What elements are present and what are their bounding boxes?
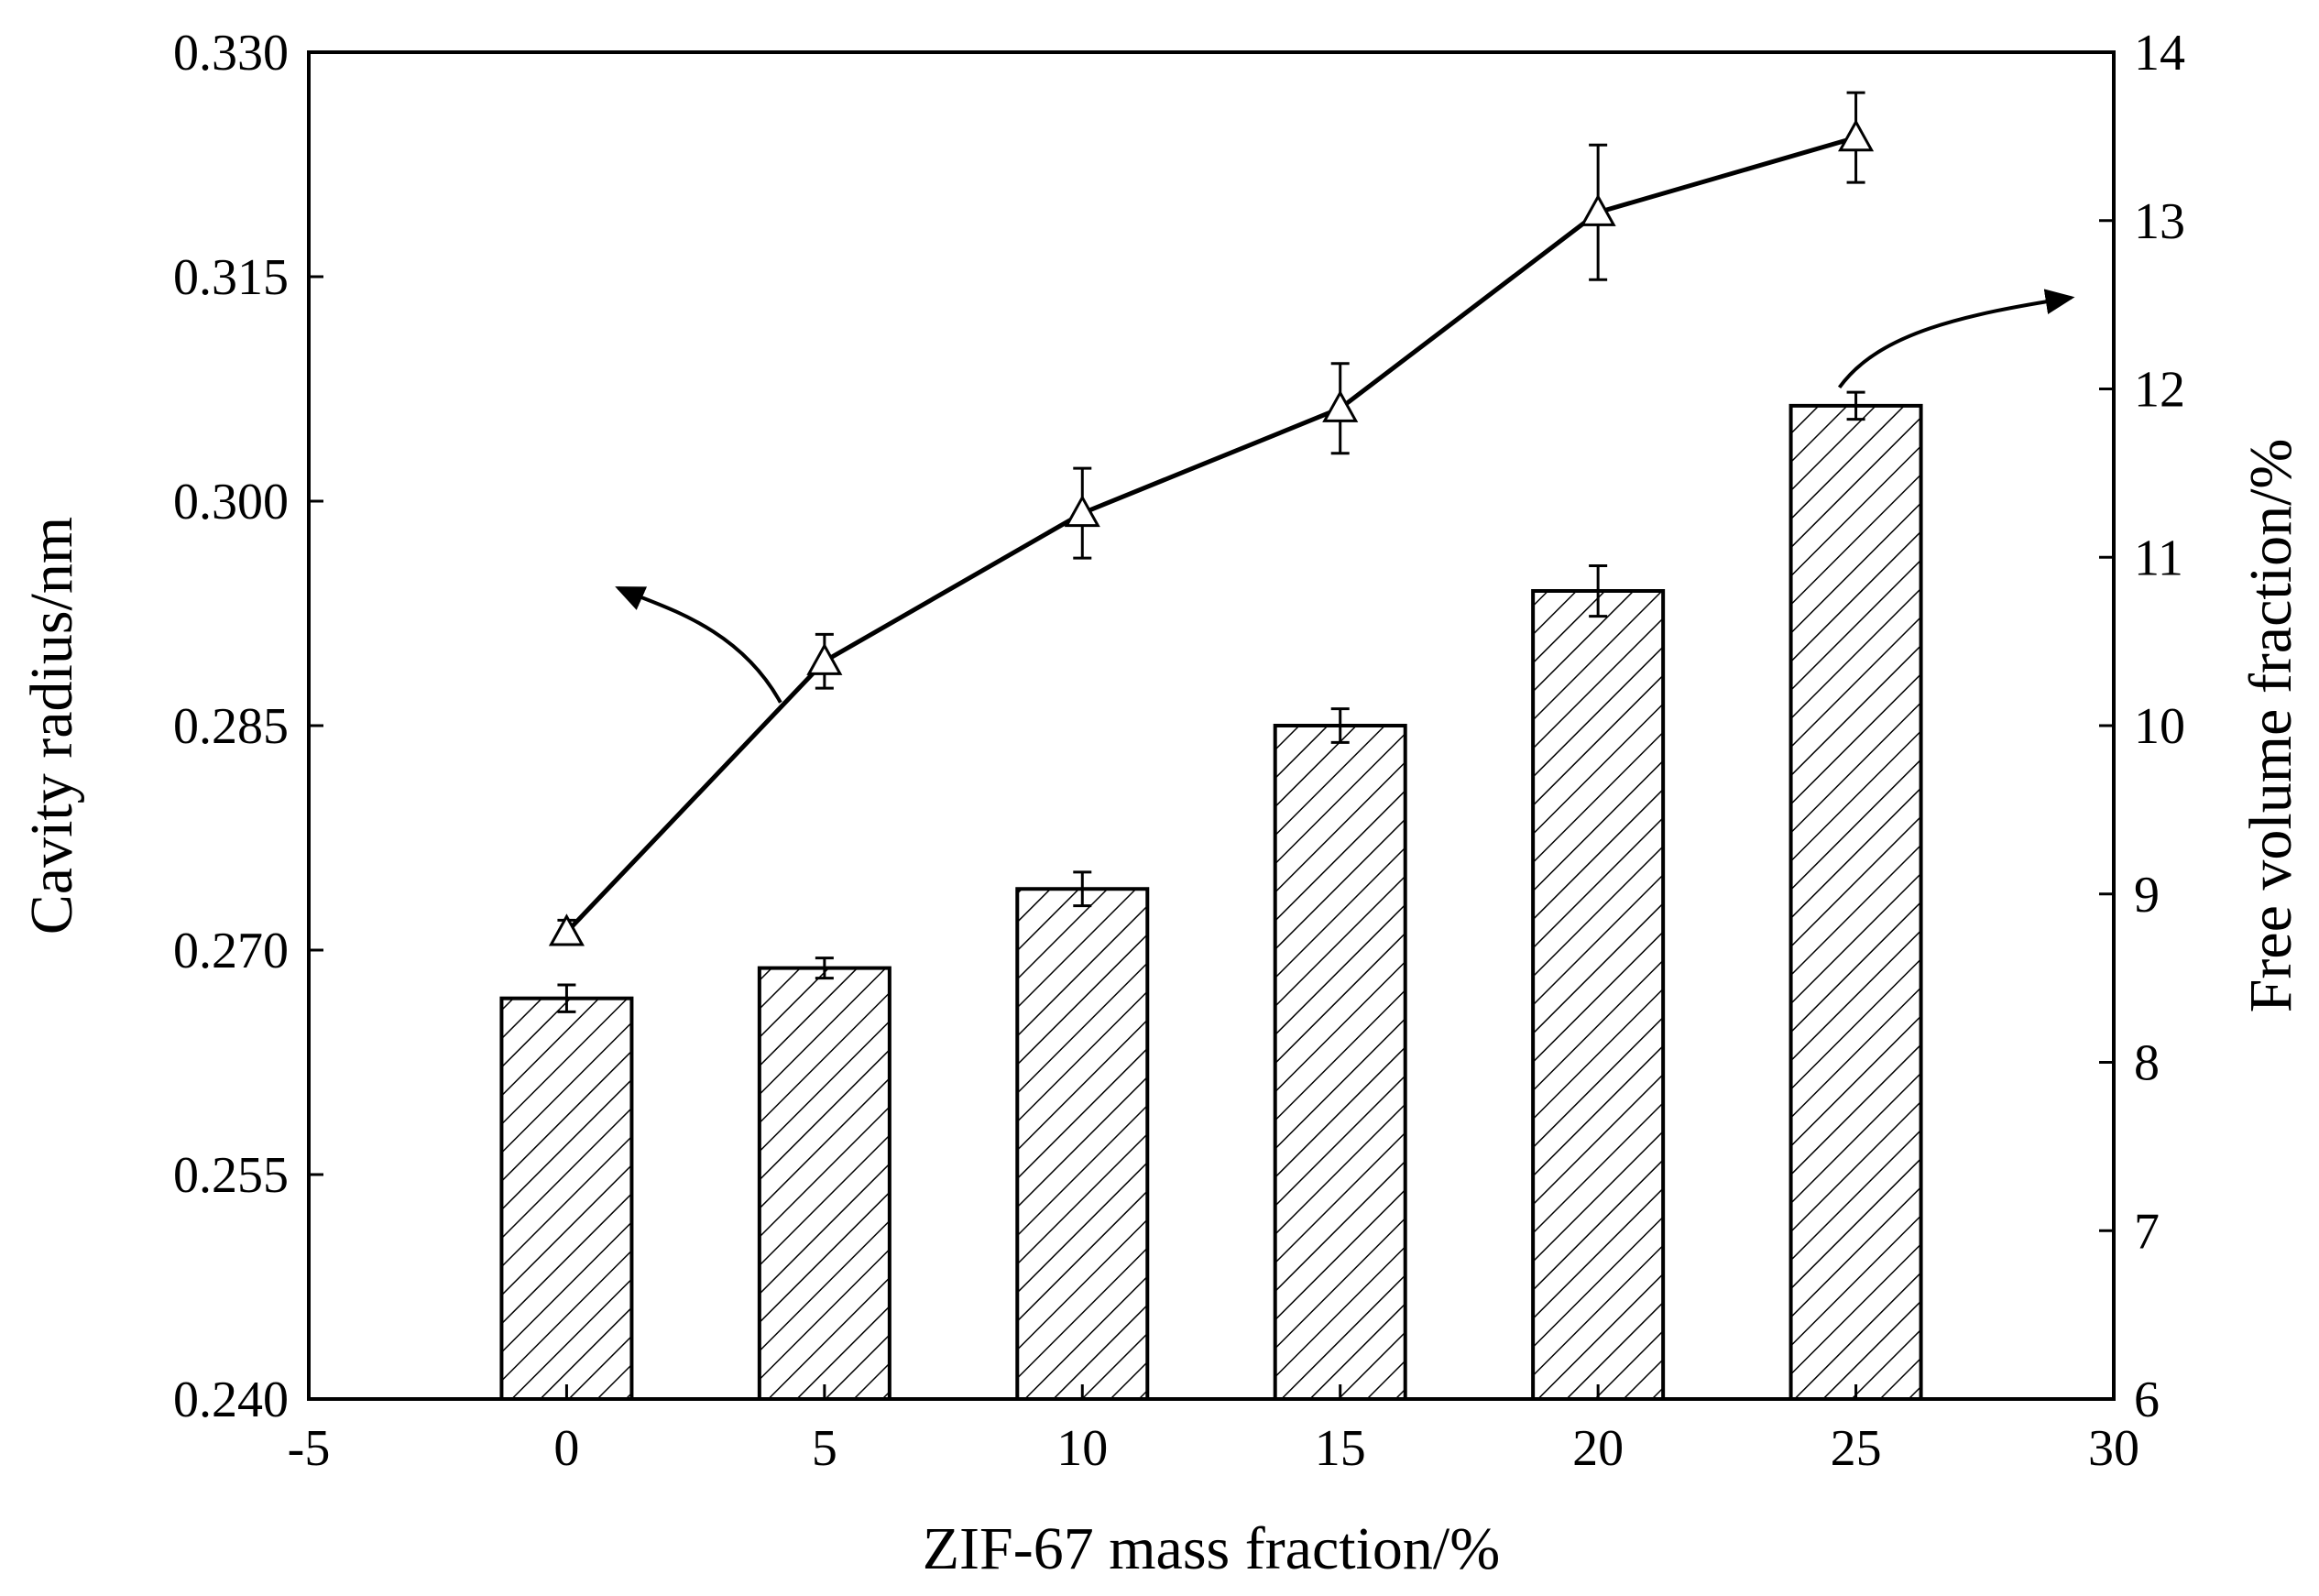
- bar-25: [1788, 403, 1923, 1401]
- bar-0: [499, 996, 634, 1402]
- left-tick-label: 0.285: [173, 698, 289, 755]
- right-tick-label: 9: [2134, 867, 2160, 924]
- bar-error-0: [557, 983, 576, 1013]
- left-tick-label: 0.330: [173, 25, 289, 82]
- x-tick-label: 20: [1572, 1420, 1624, 1477]
- left-tick-label: 0.315: [173, 249, 289, 306]
- bar-5: [757, 966, 892, 1401]
- left-tick-label: 0.300: [173, 474, 289, 530]
- x-tick-label: 10: [1056, 1420, 1108, 1477]
- bar-error-5: [815, 957, 834, 980]
- bar-error-15: [1330, 707, 1350, 744]
- x-tick-label: 5: [812, 1420, 837, 1477]
- cavity-radius-layer: [548, 91, 1875, 946]
- arrow-to-right-axis: [1837, 289, 2075, 389]
- bars-layer: [499, 403, 1923, 1402]
- bar-15: [1273, 724, 1407, 1401]
- x-tick-labels: -5 0 5 10 15 20 25 30: [288, 1420, 2139, 1477]
- bar-error-20: [1589, 563, 1608, 618]
- right-tick-label: 6: [2134, 1372, 2160, 1428]
- bar-error-bars: [557, 390, 1865, 1013]
- right-tick-label: 7: [2134, 1203, 2160, 1260]
- triangle-marker-0: [548, 913, 585, 946]
- bar-error-10: [1073, 870, 1092, 908]
- triangle-marker-25: [1838, 119, 1875, 152]
- bar-10: [1015, 887, 1150, 1401]
- right-tick-label: 13: [2134, 193, 2185, 250]
- axis-ticks: [307, 50, 2116, 1401]
- x-tick-label: 25: [1831, 1420, 1882, 1477]
- x-axis-title: ZIF-67 mass fraction/%: [923, 1515, 1501, 1582]
- x-tick-label: 15: [1315, 1420, 1366, 1477]
- triangle-marker-5: [806, 642, 843, 675]
- right-tick-label: 11: [2134, 530, 2183, 586]
- left-axis-title: Cavity radius/nm: [18, 517, 85, 935]
- left-tick-label: 0.240: [173, 1372, 289, 1428]
- triangle-marker-20: [1580, 193, 1616, 226]
- left-tick-labels: 0.240 0.255 0.270 0.285 0.300 0.315 0.330: [173, 25, 289, 1428]
- right-tick-label: 12: [2134, 362, 2185, 419]
- right-tick-label: 8: [2134, 1035, 2160, 1092]
- arrow-to-left-axis: [615, 585, 782, 704]
- cavity-radius-line: [564, 135, 1857, 935]
- x-tick-label: 30: [2088, 1420, 2139, 1477]
- x-tick-label: 0: [553, 1420, 579, 1477]
- right-axis-title: Free volume fraction/%: [2237, 439, 2304, 1013]
- right-tick-label: 10: [2134, 698, 2185, 755]
- right-tick-labels: 6 7 8 9 10 11 12 13 14: [2134, 25, 2185, 1428]
- left-tick-label: 0.270: [173, 923, 289, 979]
- triangle-marker-15: [1322, 389, 1359, 422]
- bar-20: [1531, 589, 1666, 1401]
- right-tick-label: 14: [2134, 25, 2185, 82]
- bar-error-25: [1846, 390, 1865, 421]
- x-tick-label: -5: [288, 1420, 331, 1477]
- triangle-marker-10: [1064, 494, 1100, 528]
- left-tick-label: 0.255: [173, 1147, 289, 1204]
